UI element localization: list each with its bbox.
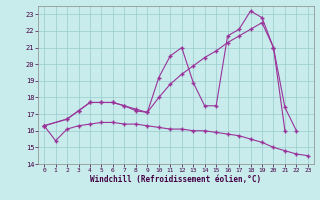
X-axis label: Windchill (Refroidissement éolien,°C): Windchill (Refroidissement éolien,°C) bbox=[91, 175, 261, 184]
